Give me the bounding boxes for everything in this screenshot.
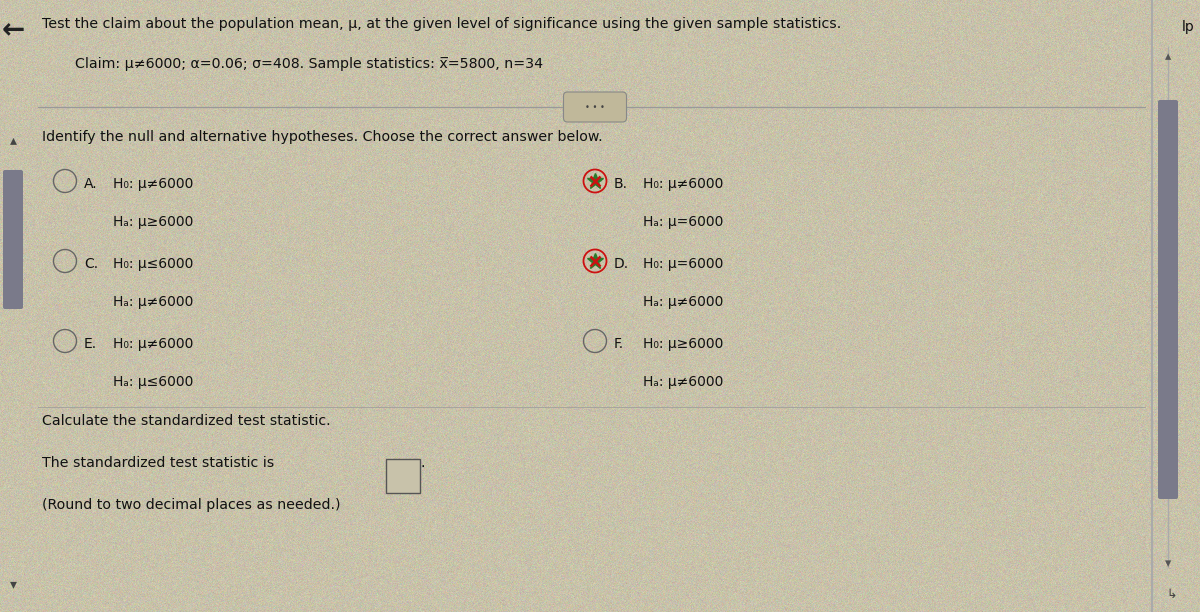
Text: Hₐ: μ≠6000: Hₐ: μ≠6000 bbox=[113, 295, 193, 309]
Text: ▴: ▴ bbox=[1165, 51, 1171, 64]
Text: H₀: μ≤6000: H₀: μ≤6000 bbox=[113, 257, 193, 271]
Text: Calculate the standardized test statistic.: Calculate the standardized test statisti… bbox=[42, 414, 331, 428]
Text: C.: C. bbox=[84, 257, 98, 271]
Text: Hₐ: μ≥6000: Hₐ: μ≥6000 bbox=[113, 215, 193, 229]
Text: (Round to two decimal places as needed.): (Round to two decimal places as needed.) bbox=[42, 498, 341, 512]
Text: E.: E. bbox=[84, 337, 97, 351]
Text: H₀: μ≠6000: H₀: μ≠6000 bbox=[643, 177, 724, 191]
Text: H₀: μ≠6000: H₀: μ≠6000 bbox=[113, 177, 193, 191]
Text: The standardized test statistic is: The standardized test statistic is bbox=[42, 456, 275, 470]
FancyBboxPatch shape bbox=[386, 459, 420, 493]
Text: ▾: ▾ bbox=[10, 577, 17, 591]
FancyBboxPatch shape bbox=[564, 92, 626, 122]
Text: Identify the null and alternative hypotheses. Choose the correct answer below.: Identify the null and alternative hypoth… bbox=[42, 130, 602, 144]
Text: Hₐ: μ≤6000: Hₐ: μ≤6000 bbox=[113, 375, 193, 389]
Text: ↳: ↳ bbox=[1166, 588, 1177, 600]
Text: B.: B. bbox=[614, 177, 628, 191]
FancyBboxPatch shape bbox=[4, 170, 23, 309]
Text: lp: lp bbox=[1182, 20, 1195, 34]
Text: H₀: μ≥6000: H₀: μ≥6000 bbox=[643, 337, 724, 351]
Text: .: . bbox=[421, 456, 426, 470]
Text: A.: A. bbox=[84, 177, 97, 191]
Text: F.: F. bbox=[614, 337, 624, 351]
Text: H₀: μ≠6000: H₀: μ≠6000 bbox=[113, 337, 193, 351]
Text: ▾: ▾ bbox=[1165, 558, 1171, 570]
Text: Test the claim about the population mean, μ, at the given level of significance : Test the claim about the population mean… bbox=[42, 17, 841, 31]
Text: Hₐ: μ≠6000: Hₐ: μ≠6000 bbox=[643, 375, 724, 389]
Text: Claim: μ≠6000; α=0.06; σ=408. Sample statistics: x̅=5800, n=34: Claim: μ≠6000; α=0.06; σ=408. Sample sta… bbox=[74, 57, 544, 71]
Text: H₀: μ=6000: H₀: μ=6000 bbox=[643, 257, 724, 271]
FancyBboxPatch shape bbox=[1158, 100, 1178, 499]
Text: ▴: ▴ bbox=[10, 133, 17, 147]
Text: Hₐ: μ=6000: Hₐ: μ=6000 bbox=[643, 215, 724, 229]
Text: D.: D. bbox=[614, 257, 629, 271]
Text: • • •: • • • bbox=[586, 102, 605, 111]
Text: ←: ← bbox=[1, 16, 25, 44]
Text: Hₐ: μ≠6000: Hₐ: μ≠6000 bbox=[643, 295, 724, 309]
